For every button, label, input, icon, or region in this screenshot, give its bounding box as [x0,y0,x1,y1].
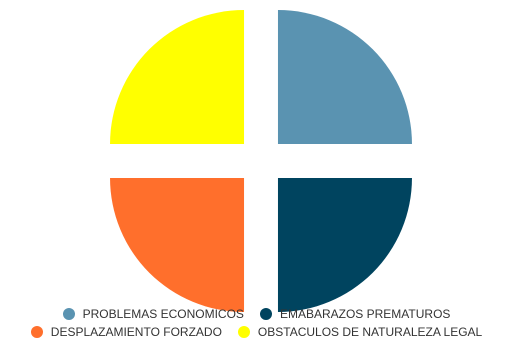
legend-dot-embarazos-prematuros [259,308,272,320]
legend-item-obstaculos-legal[interactable]: OBSTACULOS DE NATURALEZA LEGAL [237,325,483,339]
legend-dot-desplazamiento-forzado [30,326,43,338]
legend-label-desplazamiento-forzado: DESPLAZAMIENTO FORZADO [50,325,222,339]
pie-slice-problemas-economicos[interactable] [277,10,412,145]
legend-label-embarazos-prematuros: EMABARAZOS PREMATUROS [279,307,451,321]
pie-slice-obstaculos-de-naturaleza-legal[interactable] [110,10,245,145]
legend-row-1: PROBLEMAS ECONOMICOS EMABARAZOS PREMATUR… [0,307,513,321]
legend-item-desplazamiento-forzado[interactable]: DESPLAZAMIENTO FORZADO [30,325,222,339]
legend-label-problemas-economicos: PROBLEMAS ECONOMICOS [82,307,244,321]
legend-item-problemas-economicos[interactable]: PROBLEMAS ECONOMICOS [62,307,244,321]
legend-dot-problemas-economicos [62,308,75,320]
pie-slices [110,10,412,312]
pie-slice-emabarazos-prematuros[interactable] [277,177,412,312]
legend-dot-obstaculos-legal [237,326,250,338]
legend-item-embarazos-prematuros[interactable]: EMABARAZOS PREMATUROS [259,307,451,321]
legend-row-2: DESPLAZAMIENTO FORZADO OBSTACULOS DE NAT… [0,325,513,339]
pie-slice-desplazamiento-forzado[interactable] [110,177,245,312]
legend-label-obstaculos-legal: OBSTACULOS DE NATURALEZA LEGAL [257,325,483,339]
